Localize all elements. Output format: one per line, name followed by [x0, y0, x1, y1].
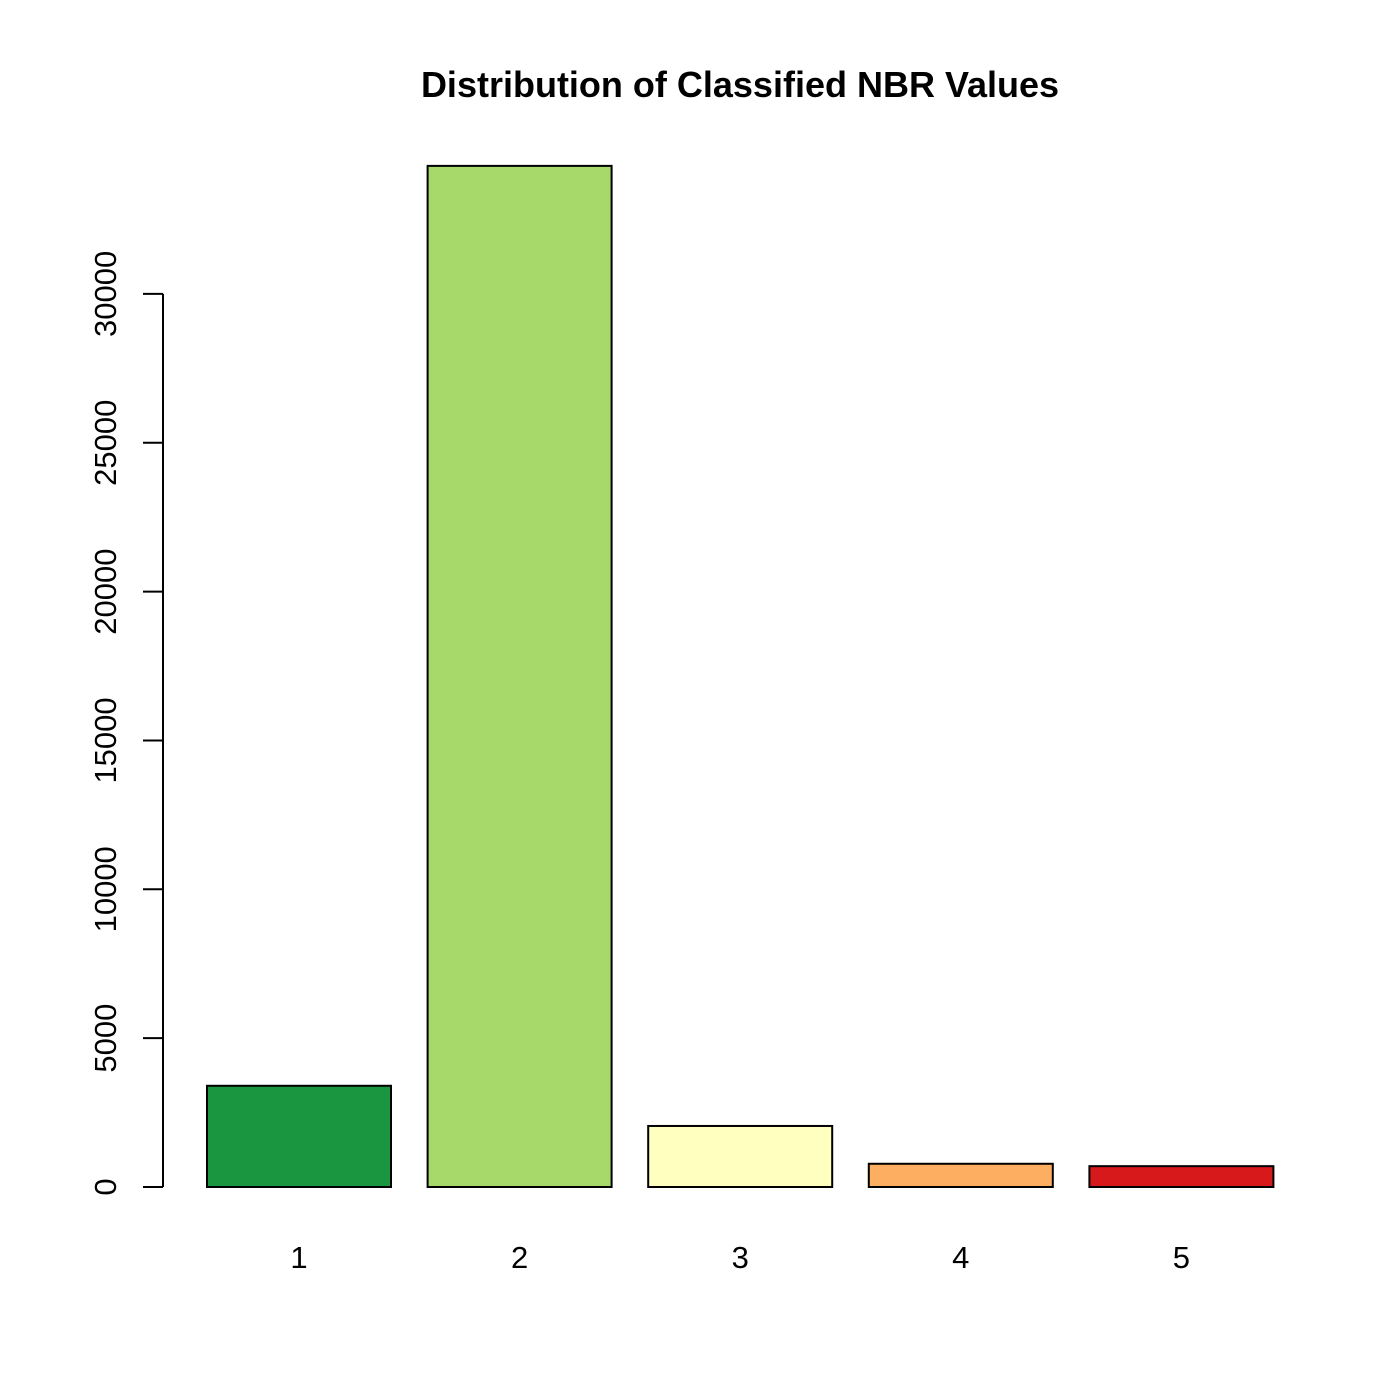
y-tick-label: 5000	[88, 1004, 123, 1073]
x-tick-label: 1	[290, 1240, 307, 1275]
y-tick-label: 0	[88, 1178, 123, 1195]
chart-title: Distribution of Classified NBR Values	[421, 64, 1059, 105]
y-tick-label: 20000	[88, 548, 123, 634]
bar-5	[1088, 1165, 1275, 1189]
y-tick-label: 10000	[88, 846, 123, 932]
x-axis-labels: 1 2 3 4 5	[290, 1240, 1190, 1275]
bar-3	[647, 1124, 834, 1189]
bar-2	[426, 164, 613, 1189]
bar-4	[867, 1162, 1054, 1189]
y-tick-label: 30000	[88, 251, 123, 337]
x-tick-label: 3	[732, 1240, 749, 1275]
x-tick-label: 2	[511, 1240, 528, 1275]
y-tick-label: 25000	[88, 400, 123, 486]
y-axis: 0 5000 10000 15000 20000 25000 30000	[88, 251, 164, 1196]
bars	[206, 164, 1275, 1189]
x-tick-label: 5	[1173, 1240, 1190, 1275]
y-tick-label: 15000	[88, 697, 123, 783]
x-tick-label: 4	[952, 1240, 969, 1275]
bar-1	[206, 1084, 392, 1188]
